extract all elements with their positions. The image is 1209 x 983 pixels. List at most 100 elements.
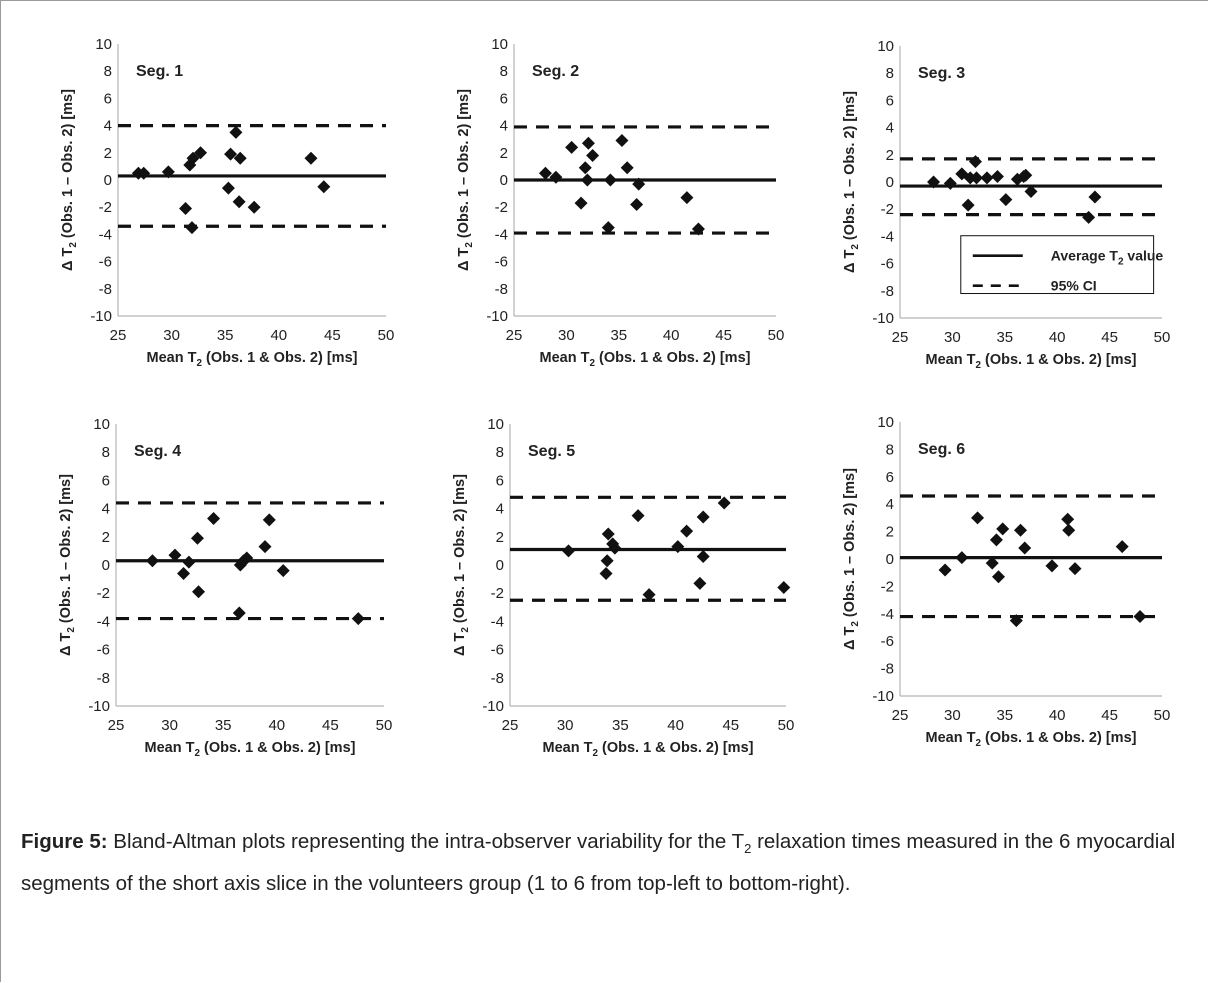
data-point (1061, 512, 1075, 526)
caption-subscript: 2 (744, 841, 752, 857)
data-point (168, 548, 182, 562)
data-point (182, 555, 196, 569)
y-axis-label: Δ T2​ (Obs. 1 – Obs. 2) [ms] (842, 468, 861, 650)
data-point (574, 196, 588, 210)
data-point (990, 170, 1004, 184)
y-tick-label: -2 (495, 199, 508, 216)
data-point (185, 221, 199, 235)
data-point (549, 170, 563, 184)
y-tick-label: 0 (886, 551, 894, 568)
data-point (179, 202, 193, 216)
data-point (955, 551, 969, 565)
x-tick-label: 25 (502, 717, 519, 734)
y-axis-label: Δ T2​ (Obs. 1 – Obs. 2) [ms] (58, 474, 77, 656)
data-point (232, 195, 246, 209)
x-tick-label: 50 (376, 717, 393, 734)
y-tick-label: 8 (496, 444, 504, 461)
y-tick-label: 2 (886, 524, 894, 541)
x-tick-label: 40 (663, 327, 680, 344)
data-point (207, 511, 221, 525)
y-tick-label: 2 (886, 147, 894, 164)
x-tick-label: 45 (322, 717, 339, 734)
y-tick-label: -6 (495, 254, 508, 271)
data-point (581, 136, 595, 150)
data-point (971, 511, 985, 525)
x-tick-label: 25 (110, 327, 127, 344)
panel-title: Seg. 5 (528, 443, 575, 460)
y-tick-label: -4 (881, 606, 894, 623)
legend-label: Average T2 value (1051, 248, 1164, 268)
data-point (192, 585, 206, 599)
y-tick-label: 4 (496, 501, 504, 518)
data-point (961, 198, 975, 212)
y-tick-label: -6 (491, 642, 504, 659)
data-point (1115, 540, 1129, 554)
data-point (1009, 614, 1023, 628)
y-tick-label: -10 (486, 308, 508, 325)
x-tick-label: 35 (217, 327, 234, 344)
data-point (276, 564, 290, 578)
x-tick-label: 30 (161, 717, 178, 734)
y-tick-label: -4 (99, 226, 112, 243)
data-point (943, 176, 957, 190)
panel-seg-2: -10 -8 -6 -4 -2 0 2 4 6 8 10 25 30 35 40 45 50 Mean T2​ (… (456, 36, 784, 369)
panel-seg-4: -10 -8 -6 -4 -2 0 2 4 6 8 10 25 30 35 40 45 50 Mean T2​ (… (58, 416, 392, 759)
data-point (247, 200, 261, 214)
x-tick-label: 45 (722, 717, 739, 734)
x-tick-label: 35 (996, 329, 1013, 346)
data-point (1133, 610, 1147, 624)
data-point (992, 570, 1006, 584)
data-point (145, 554, 159, 568)
x-tick-label: 25 (108, 717, 125, 734)
y-tick-label: 0 (496, 557, 504, 574)
y-tick-label: 4 (500, 118, 508, 135)
figure-caption: Figure 5: Bland-Altman plots representin… (21, 824, 1191, 901)
y-tick-label: -10 (482, 698, 504, 715)
data-point (671, 540, 685, 554)
y-tick-label: -10 (872, 688, 894, 705)
panel-seg-6: -10 -8 -6 -4 -2 0 2 4 6 8 10 25 30 35 40 45 50 Mean T2​ (… (842, 414, 1170, 749)
panel-seg-1: -10 -8 -6 -4 -2 0 2 4 6 8 10 25 30 35 40 45 50 Mean T2​ (… (60, 36, 394, 369)
data-point (980, 171, 994, 185)
y-axis-label: Δ T2​ (Obs. 1 – Obs. 2) [ms] (456, 89, 475, 271)
y-tick-label: 8 (886, 441, 894, 458)
data-point (599, 566, 613, 580)
y-axis-label: Δ T2​ (Obs. 1 – Obs. 2) [ms] (842, 91, 861, 273)
x-tick-label: 35 (610, 327, 627, 344)
y-tick-label: -10 (90, 308, 112, 325)
y-tick-label: 2 (500, 145, 508, 162)
x-tick-label: 30 (944, 329, 961, 346)
data-point (603, 173, 617, 187)
caption-text-2: relaxation times measured in the 6 myoca… (21, 830, 1176, 896)
x-tick-label: 30 (163, 327, 180, 344)
data-point (233, 151, 247, 165)
data-point (696, 510, 710, 524)
data-point (258, 540, 272, 554)
panel-title: Seg. 4 (134, 443, 181, 460)
x-tick-label: 50 (378, 327, 395, 344)
legend-label: 95% CI (1051, 278, 1097, 294)
x-tick-label: 25 (506, 327, 523, 344)
y-tick-label: -4 (491, 613, 504, 630)
data-point (565, 140, 579, 154)
data-point (1045, 559, 1059, 573)
y-tick-label: 10 (877, 414, 894, 431)
data-point (578, 161, 592, 175)
x-tick-label: 25 (892, 329, 909, 346)
x-tick-label: 30 (558, 327, 575, 344)
x-tick-label: 40 (1049, 329, 1066, 346)
data-point (229, 125, 243, 139)
data-point (717, 496, 731, 510)
data-point (1018, 541, 1032, 555)
data-point (351, 612, 365, 626)
data-point (580, 173, 594, 187)
y-tick-label: 0 (104, 172, 112, 189)
y-tick-label: -8 (881, 661, 894, 678)
x-tick-label: 50 (1154, 329, 1171, 346)
data-point (985, 556, 999, 570)
y-tick-label: -2 (99, 199, 112, 216)
y-tick-label: -6 (99, 254, 112, 271)
data-point (996, 522, 1010, 536)
data-point (938, 563, 952, 577)
data-point (190, 531, 204, 545)
